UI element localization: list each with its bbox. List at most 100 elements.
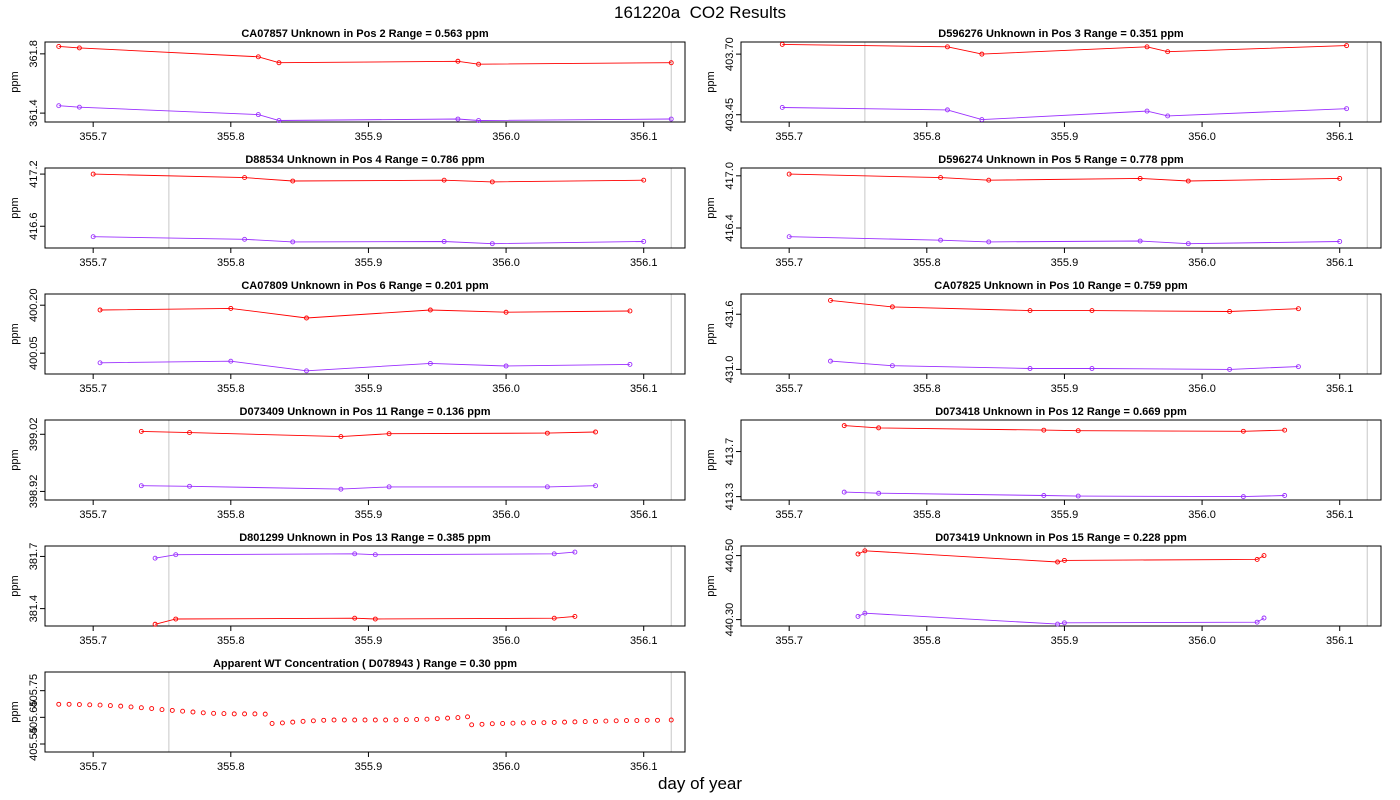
- plot-frame: [44, 671, 686, 753]
- chart-title: D073419 Unknown in Pos 15 Range = 0.228 …: [935, 532, 1187, 544]
- data-point: [1144, 44, 1150, 50]
- data-point: [1295, 364, 1301, 370]
- data-point: [503, 309, 509, 315]
- data-point: [90, 171, 96, 177]
- y-tick-label: 416.4: [724, 214, 736, 242]
- data-point: [304, 368, 309, 374]
- data-point: [231, 711, 237, 717]
- y-tick-label: 440.30: [724, 603, 736, 637]
- x-tick-label: 355.7: [79, 509, 107, 521]
- plot-frame: [44, 41, 686, 123]
- data-point: [582, 719, 588, 725]
- x-tick-label: 355.7: [775, 509, 803, 521]
- data-point: [56, 43, 62, 49]
- x-tick-label: 355.7: [79, 635, 107, 647]
- chart-panel-6: CA07825 Unknown in Pos 10 Range = 0.759 …: [705, 280, 1382, 395]
- data-point: [1137, 175, 1143, 181]
- x-tick-label: 355.8: [217, 257, 245, 269]
- data-point: [362, 717, 368, 723]
- x-tick-label: 355.8: [913, 131, 941, 143]
- data-point: [290, 239, 296, 245]
- x-tick-label: 355.7: [79, 257, 107, 269]
- series-line-red: [141, 430, 596, 438]
- data-point: [634, 718, 640, 723]
- data-point: [290, 719, 296, 725]
- data-point: [479, 721, 485, 727]
- data-point: [180, 708, 186, 714]
- data-point: [1240, 494, 1246, 500]
- data-point: [938, 237, 944, 243]
- y-axis-label: ppm: [705, 71, 717, 92]
- data-point: [551, 551, 557, 557]
- x-tick-label: 356.0: [1188, 635, 1216, 647]
- data-point: [562, 719, 568, 725]
- x-tick-label: 356.1: [1326, 635, 1354, 647]
- data-point: [938, 175, 944, 181]
- data-point: [255, 54, 261, 60]
- data-point: [593, 718, 598, 724]
- y-axis-label: ppm: [9, 449, 21, 470]
- x-tick-label: 356.1: [1326, 257, 1354, 269]
- data-point: [476, 118, 481, 123]
- data-point: [427, 307, 433, 313]
- chart-title: CA07857 Unknown in Pos 2 Range = 0.563 p…: [241, 28, 488, 40]
- x-tick-label: 355.7: [775, 383, 803, 395]
- data-point: [593, 483, 598, 489]
- chart-panel-3: D88534 Unknown in Pos 4 Range = 0.786 pp…: [9, 154, 686, 269]
- data-point: [455, 116, 461, 122]
- y-axis-label: ppm: [705, 449, 717, 470]
- page-title: 161220a CO2 Results: [614, 3, 786, 22]
- data-point: [1137, 238, 1143, 244]
- y-tick-label: 413.7: [724, 438, 736, 466]
- chart-title: D073409 Unknown in Pos 11 Range = 0.136 …: [240, 406, 491, 418]
- y-tick-label: 361.4: [28, 99, 40, 127]
- chart-title: CA07809 Unknown in Pos 6 Range = 0.201 p…: [241, 280, 488, 292]
- chart-title: CA07825 Unknown in Pos 10 Range = 0.759 …: [934, 280, 1188, 292]
- y-axis-label: ppm: [705, 323, 717, 344]
- x-tick-label: 355.9: [355, 761, 383, 773]
- data-point: [572, 549, 578, 555]
- data-point: [489, 179, 495, 185]
- data-point: [97, 360, 103, 366]
- y-tick-label: 400.20: [28, 288, 40, 322]
- x-tick-label: 356.0: [492, 635, 520, 647]
- data-point: [1041, 493, 1047, 498]
- plot-frame: [44, 419, 686, 501]
- plot-frame: [740, 167, 1382, 249]
- data-point: [276, 60, 282, 66]
- data-point: [979, 51, 985, 57]
- chart-panel-10: D073419 Unknown in Pos 15 Range = 0.228 …: [705, 532, 1382, 647]
- x-tick-label: 356.1: [630, 131, 658, 143]
- x-tick-label: 356.1: [1326, 383, 1354, 395]
- data-point: [1282, 493, 1288, 498]
- series-line-purple: [789, 236, 1340, 245]
- data-point: [211, 710, 217, 716]
- data-point: [603, 718, 609, 724]
- data-point: [1165, 113, 1171, 119]
- data-point: [159, 707, 165, 713]
- chart-panel-7: D073409 Unknown in Pos 11 Range = 0.136 …: [9, 406, 686, 521]
- x-tick-label: 356.0: [1188, 509, 1216, 521]
- data-point: [627, 308, 633, 314]
- y-tick-label: 381.4: [28, 595, 40, 623]
- x-tick-label: 355.8: [913, 383, 941, 395]
- data-point: [152, 621, 158, 627]
- data-point: [290, 178, 296, 184]
- chart-panel-4: D596274 Unknown in Pos 5 Range = 0.778 p…: [705, 154, 1382, 269]
- x-tick-label: 355.9: [355, 383, 383, 395]
- data-point: [1027, 366, 1033, 371]
- data-point: [1344, 43, 1350, 49]
- data-point: [1344, 106, 1350, 112]
- x-tick-label: 355.7: [79, 761, 107, 773]
- series-line-red: [154, 615, 575, 625]
- data-point: [383, 717, 389, 723]
- data-point: [644, 717, 650, 723]
- data-point: [321, 717, 327, 723]
- data-point: [544, 484, 550, 490]
- x-tick-label: 356.1: [630, 257, 658, 269]
- data-point: [414, 717, 420, 722]
- chart-panel-11: Apparent WT Concentration ( D078943 ) Ra…: [9, 658, 686, 773]
- data-point: [386, 484, 392, 490]
- y-tick-label: 413.3: [724, 483, 736, 511]
- series-line-purple: [58, 105, 672, 121]
